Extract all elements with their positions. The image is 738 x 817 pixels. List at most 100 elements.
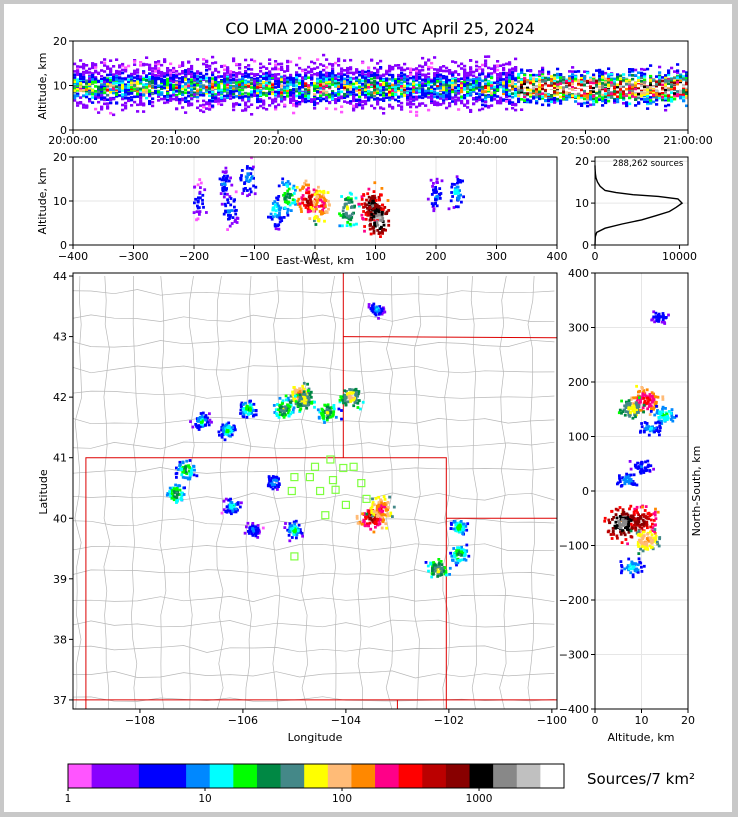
density-cell: [580, 104, 584, 107]
density-cell: [94, 63, 98, 66]
density-cell: [338, 224, 342, 228]
density-cell: [262, 84, 266, 88]
density-cell: [445, 78, 449, 82]
density-cell: [280, 84, 284, 88]
density-cell: [673, 94, 677, 97]
density-cell: [505, 93, 509, 97]
density-cell: [460, 99, 464, 103]
density-cell: [229, 94, 233, 97]
density-cell: [133, 87, 137, 91]
density-cell: [94, 97, 98, 100]
density-cell: [250, 72, 254, 76]
density-cell: [148, 102, 152, 106]
density-cell: [505, 62, 509, 66]
density-cell: [508, 84, 512, 87]
density-cell: [232, 90, 236, 93]
density-cell: [205, 211, 208, 214]
density-cell: [667, 99, 671, 102]
density-cell: [358, 85, 362, 89]
density-cell: [121, 68, 125, 72]
density-cell: [82, 106, 86, 109]
density-cell: [484, 75, 488, 78]
density-cell: [136, 71, 140, 74]
time-altitude-ylabel: Altitude, km: [36, 52, 49, 119]
density-cell: [478, 67, 482, 70]
density-cell: [319, 97, 323, 101]
density-cell: [421, 93, 425, 96]
density-cell: [274, 209, 278, 213]
density-cell: [124, 85, 128, 88]
density-cell: [382, 94, 386, 97]
density-cell: [85, 88, 89, 91]
density-cell: [196, 77, 200, 81]
density-cell: [343, 77, 347, 81]
density-cell: [274, 67, 278, 71]
density-cell: [622, 96, 626, 100]
density-cell: [241, 92, 245, 96]
density-cell: [406, 84, 410, 88]
density-cell: [451, 78, 455, 81]
density-cell: [655, 103, 659, 106]
density-cell: [331, 92, 335, 95]
density-cell: [127, 74, 131, 78]
density-cell: [364, 94, 368, 97]
density-cell: [166, 73, 170, 77]
density-cell: [118, 86, 122, 89]
density-cell: [218, 177, 222, 181]
density-cell: [646, 84, 650, 87]
density-cell: [301, 187, 304, 190]
density-cell: [350, 205, 354, 208]
density-cell: [277, 227, 281, 231]
density-cell: [82, 62, 86, 66]
density-cell: [220, 96, 224, 99]
density-cell: [244, 80, 248, 84]
density-cell: [499, 85, 503, 89]
density-cell: [85, 82, 89, 86]
density-cell: [316, 73, 320, 77]
density-cell: [133, 70, 137, 73]
density-cell: [583, 92, 587, 95]
density-cell: [385, 88, 389, 91]
density-cell: [538, 83, 542, 86]
density-cell: [181, 90, 185, 94]
density-cell: [373, 73, 377, 77]
density-cell: [478, 78, 482, 82]
density-cell: [226, 201, 230, 204]
density-cell: [277, 73, 281, 76]
density-cell: [244, 187, 247, 190]
density-cell: [616, 85, 620, 89]
density-cell: [475, 99, 479, 103]
density-cell: [148, 92, 152, 96]
density-cell: [388, 73, 392, 77]
density-cell: [667, 84, 671, 88]
density-cell: [241, 96, 245, 99]
density-cell: [166, 84, 170, 88]
density-cell: [382, 107, 386, 111]
density-cell: [94, 107, 98, 111]
density-cell: [298, 56, 302, 60]
density-cell: [91, 75, 95, 79]
density-cell: [235, 72, 239, 75]
density-cell: [310, 68, 314, 71]
density-cell: [517, 85, 521, 89]
density-cell: [315, 196, 318, 200]
density-cell: [178, 86, 182, 89]
density-cell: [205, 65, 209, 69]
density-cell: [163, 86, 167, 90]
density-cell: [358, 101, 362, 104]
density-cell: [373, 91, 377, 95]
density-cell: [169, 88, 173, 91]
density-cell: [547, 89, 551, 93]
density-cell: [187, 94, 191, 98]
density-cell: [454, 86, 458, 90]
density-cell: [394, 64, 398, 67]
density-cell: [91, 92, 95, 96]
density-cell: [673, 81, 677, 85]
density-cell: [355, 82, 359, 85]
density-cell: [253, 192, 257, 196]
density-cell: [100, 94, 104, 97]
density-cell: [350, 216, 354, 219]
density-cell: [256, 92, 260, 95]
density-cell: [280, 88, 284, 91]
density-cell: [607, 75, 611, 78]
